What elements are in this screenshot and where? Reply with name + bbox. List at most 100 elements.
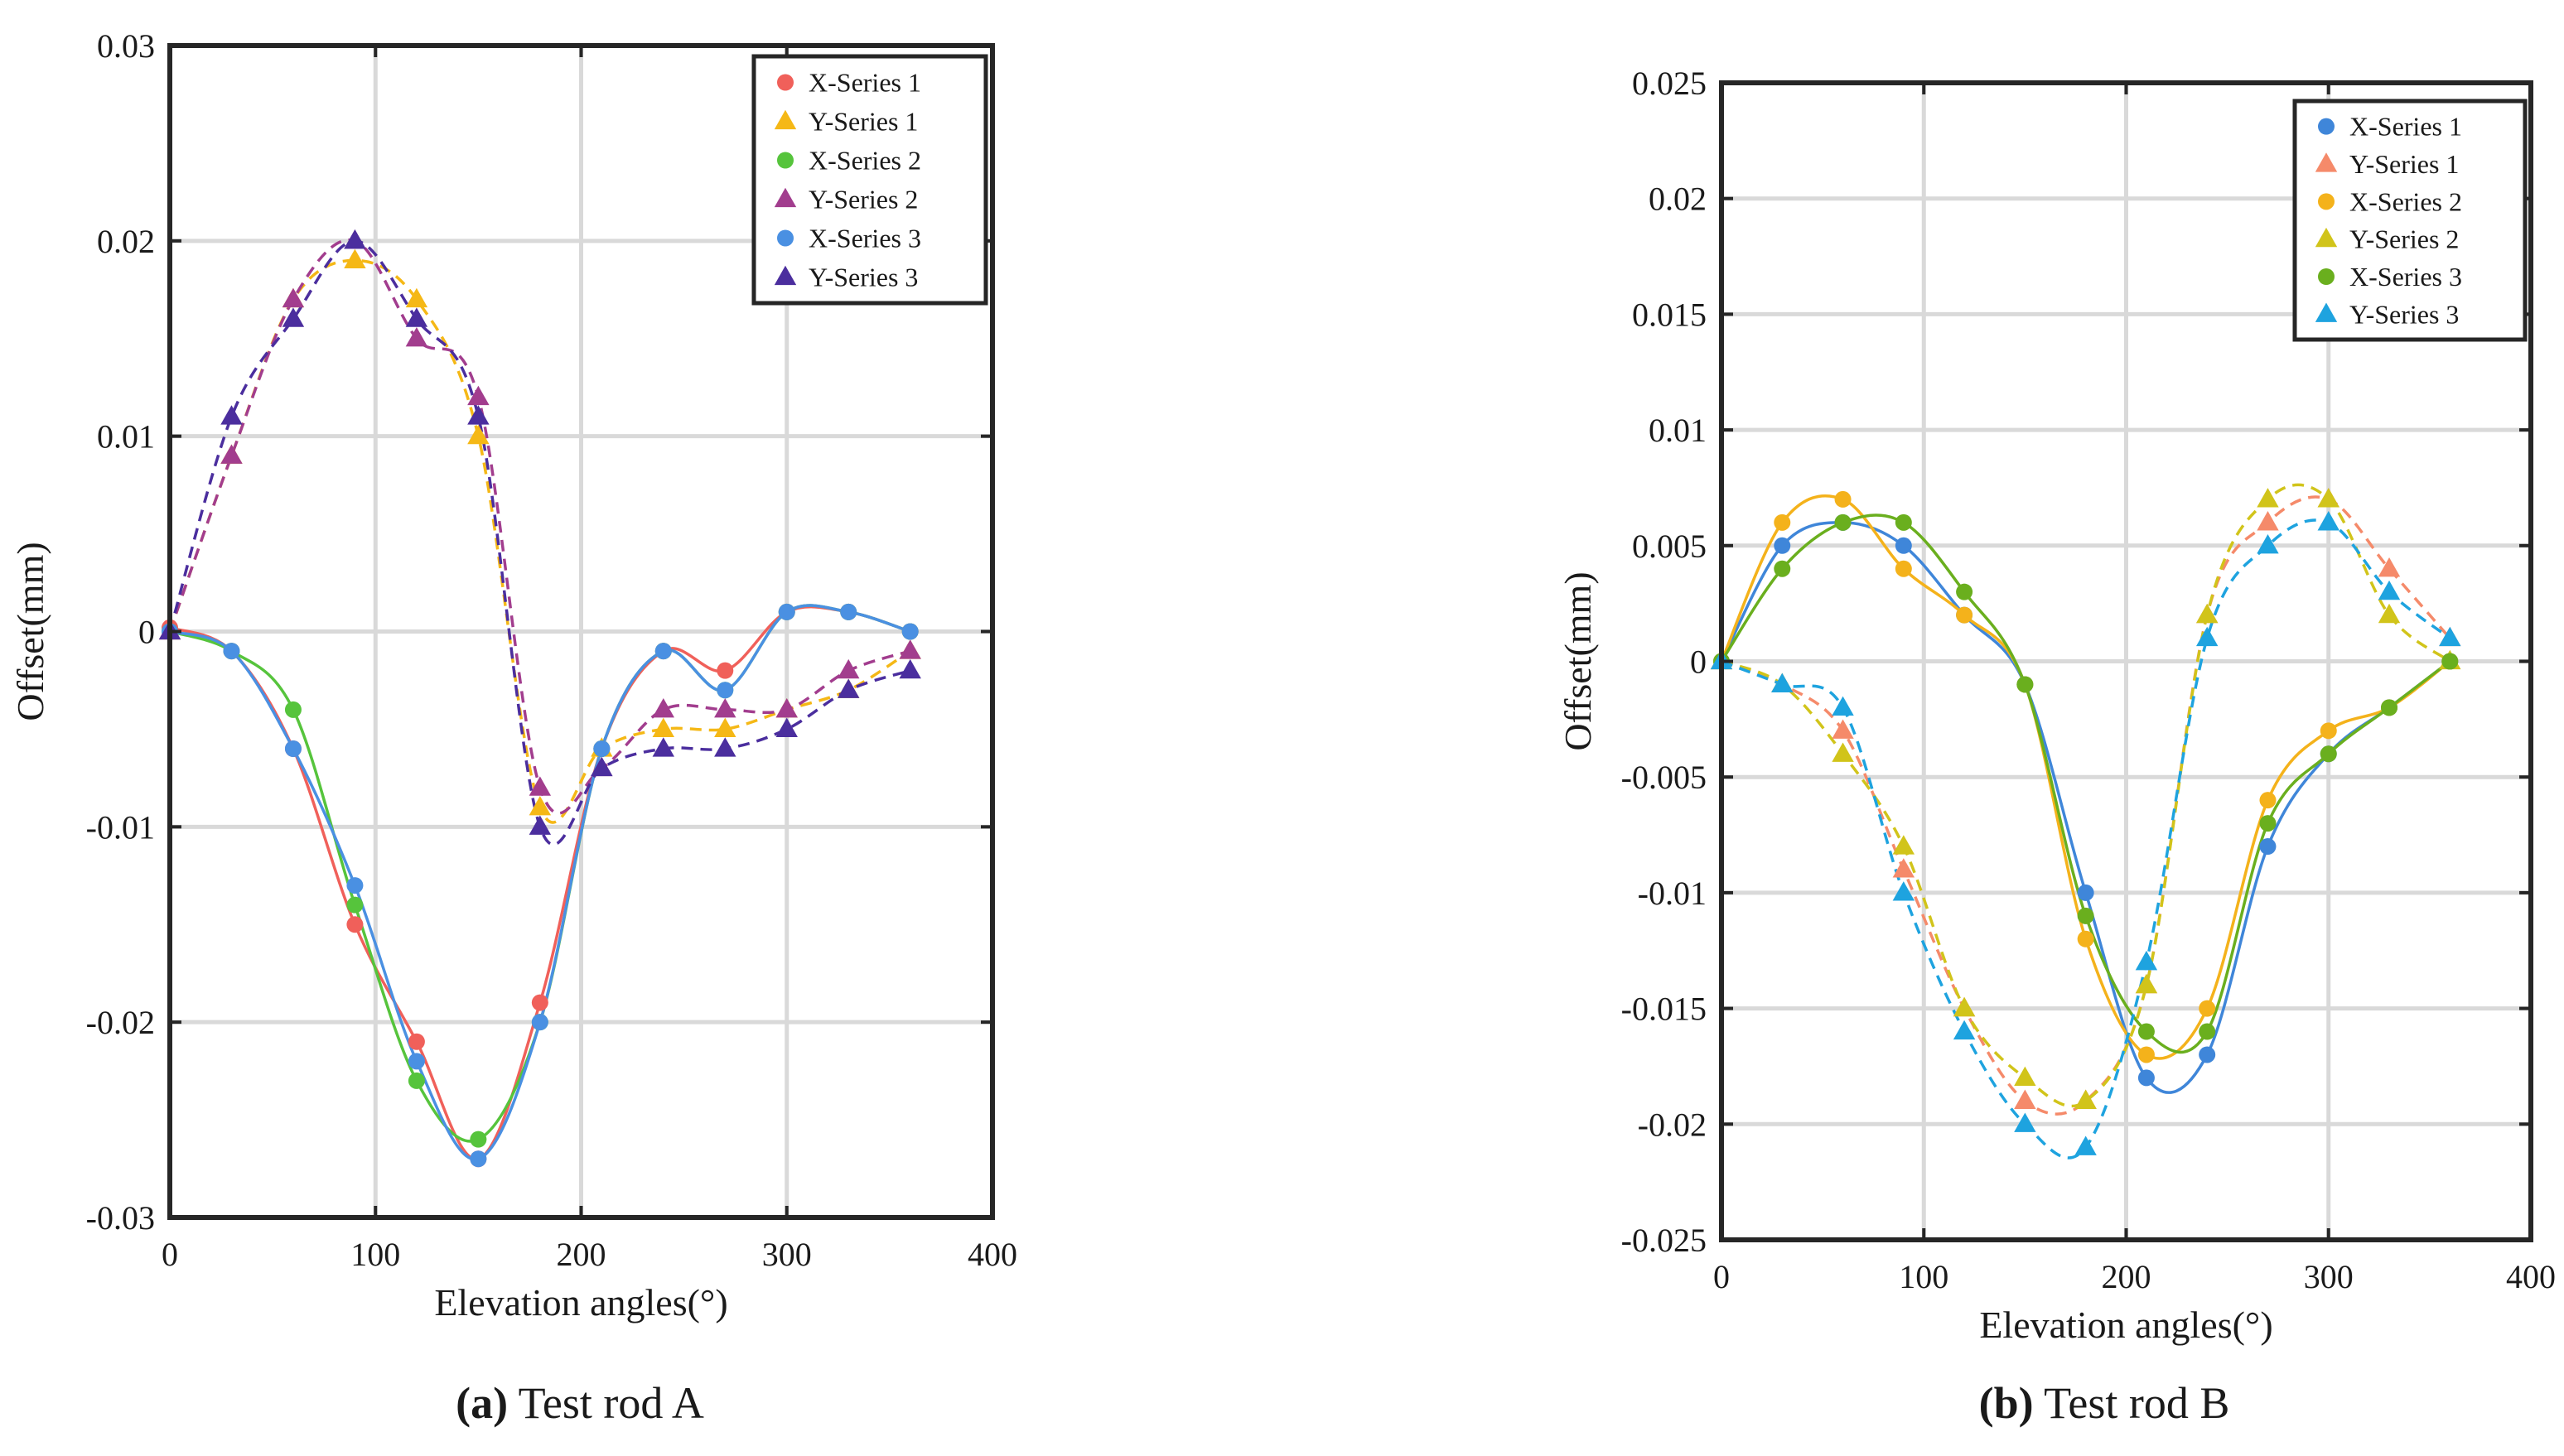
y-tick-label: 0.03: [97, 27, 155, 65]
data-point: [2016, 676, 2034, 693]
data-point: [1892, 881, 1915, 901]
data-point: [2137, 1069, 2155, 1087]
data-point: [1892, 835, 1915, 855]
data-point: [2199, 1023, 2216, 1040]
data-point: [1834, 490, 1852, 508]
x-tick-label: 100: [1899, 1258, 1948, 1295]
data-point: [2014, 1089, 2036, 1109]
data-point: [2199, 1000, 2216, 1017]
data-point: [282, 307, 305, 327]
chart-panel-a: 0 100 200 300 400 -0.03 -0.02 -0.01 0 0.01 0.02 0.0…: [9, 27, 1017, 1428]
legend-entry: Y-Series 3: [2349, 299, 2459, 329]
data-point: [470, 1150, 487, 1168]
y-tick-label: 0.005: [1632, 528, 1707, 565]
x-axis-label: Elevation angles(°): [1979, 1304, 2272, 1346]
y-tick-label: 0.025: [1632, 65, 1707, 102]
series-line-6: [168, 239, 911, 846]
legend-entry: X-Series 1: [809, 68, 921, 98]
data-point: [1834, 513, 1852, 531]
legend-entry: Y-Series 2: [2349, 224, 2459, 254]
data-point: [2199, 1046, 2216, 1063]
data-point: [1832, 742, 1854, 762]
data-point: [529, 815, 552, 835]
data-point: [778, 603, 795, 620]
legend-marker: [774, 265, 797, 286]
series-line-5: [169, 604, 911, 1161]
legend-marker: [2315, 152, 2338, 172]
data-point: [346, 896, 364, 914]
data-point: [2259, 792, 2277, 809]
y-axis-label: Offset(mm): [9, 542, 51, 721]
x-tick-label: 300: [2304, 1258, 2354, 1295]
data-point: [2259, 815, 2277, 832]
data-point: [2257, 511, 2279, 531]
data-point: [2381, 699, 2398, 716]
data-point: [531, 1014, 548, 1031]
data-point: [714, 737, 736, 757]
y-tick-label: 0.015: [1632, 296, 1707, 333]
data-point: [284, 740, 302, 757]
x-tick-label: 300: [762, 1236, 812, 1273]
y-tick-label: 0.02: [97, 223, 155, 260]
data-point: [1774, 560, 1791, 577]
series-line-4: [168, 238, 911, 815]
data-point: [467, 385, 490, 406]
legend-marker: [774, 187, 797, 208]
legend-marker: [777, 229, 794, 247]
data-point: [1892, 858, 1915, 878]
data-point: [654, 643, 672, 660]
legend-marker: [2315, 302, 2338, 322]
legend-entry: X-Series 2: [2349, 186, 2462, 216]
data-point: [1956, 583, 1973, 600]
panel-caption-text: Test rod A: [508, 1378, 704, 1428]
data-point: [2135, 950, 2158, 971]
data-point: [529, 795, 552, 816]
panel-caption-text: Test rod B: [2034, 1378, 2230, 1428]
data-point: [2257, 534, 2279, 554]
legend-entry: Y-Series 1: [2349, 149, 2459, 179]
x-tick-label: 100: [350, 1236, 400, 1273]
data-point: [2378, 603, 2401, 624]
data-point: [1956, 606, 1973, 624]
series-line-6: [1721, 518, 2451, 1159]
data-point: [408, 1033, 425, 1050]
data-point: [2137, 1046, 2155, 1063]
legend-entry: X-Series 1: [2349, 112, 2462, 142]
legend-box: [2292, 99, 2528, 342]
data-point: [2439, 626, 2461, 647]
data-point: [2077, 930, 2094, 947]
data-point: [2135, 973, 2158, 994]
legend-marker: [2318, 193, 2335, 210]
data-point: [405, 287, 428, 308]
panel-caption-tag: (a): [456, 1378, 508, 1428]
data-point: [838, 678, 860, 698]
data-point: [1832, 719, 1854, 739]
data-point: [2320, 722, 2337, 740]
data-point: [284, 701, 302, 718]
data-point: [591, 756, 613, 777]
data-point: [344, 248, 366, 269]
y-tick-label: -0.015: [1621, 991, 1707, 1028]
y-tick-label: -0.005: [1621, 759, 1707, 796]
y-tick-label: 0.01: [1649, 412, 1707, 449]
legend-entry: X-Series 3: [2349, 262, 2462, 292]
data-point: [717, 662, 734, 679]
legend-marker: [2318, 268, 2335, 285]
panel-caption-tag: (b): [1979, 1378, 2034, 1428]
data-point: [531, 994, 548, 1011]
y-tick-label: -0.03: [86, 1199, 155, 1237]
x-tick-label: 400: [2506, 1258, 2556, 1295]
data-point: [1895, 560, 1912, 577]
data-point: [467, 405, 490, 425]
x-axis-label: Elevation angles(°): [434, 1281, 727, 1323]
legend-marker: [2318, 118, 2335, 135]
data-point: [344, 229, 366, 249]
data-point: [2014, 1066, 2036, 1087]
y-tick-label: -0.02: [86, 1004, 155, 1041]
panel-caption: (a) Test rod A: [456, 1378, 704, 1428]
legend: X-Series 1 Y-Series 1 X-Series 2 Y-Series 2…: [751, 54, 988, 306]
data-point: [220, 444, 243, 464]
y-tick-label: 0.01: [97, 418, 155, 456]
data-point: [2259, 838, 2277, 856]
series-line-1: [169, 605, 911, 1161]
